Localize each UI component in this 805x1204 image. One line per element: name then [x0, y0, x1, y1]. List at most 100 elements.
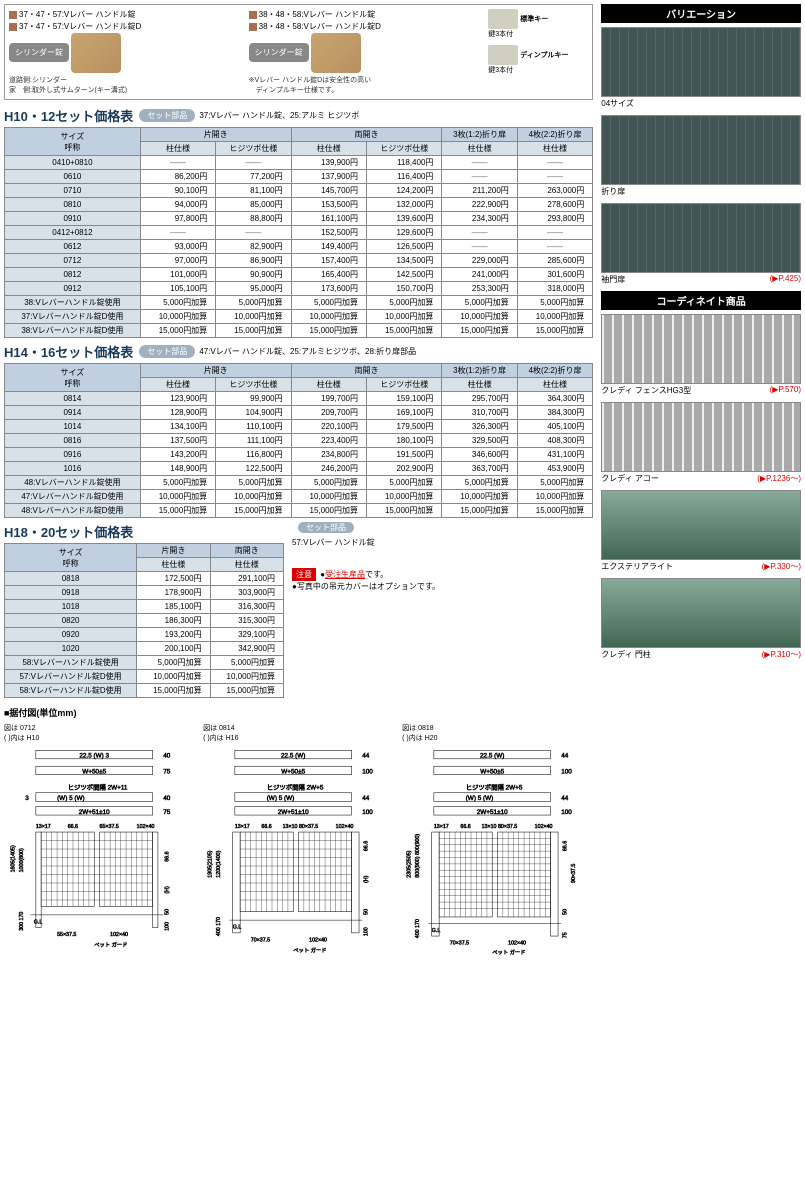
side-item: 04サイズ — [601, 27, 801, 109]
price-cell: 152,500円 — [291, 226, 366, 240]
price-cell: 5,000円加算 — [137, 656, 210, 670]
price-cell: 142,500円 — [367, 268, 442, 282]
svg-text:40: 40 — [163, 795, 171, 802]
lock-left: 37・47・57:Vレバー ハンドル錠 37・47・57:Vレバー ハンドル錠D… — [9, 9, 245, 95]
price-cell: 150,700円 — [367, 282, 442, 296]
price-cell: 329,100円 — [210, 628, 283, 642]
handle-image-2 — [311, 33, 361, 73]
svg-text:50: 50 — [563, 909, 569, 915]
price-cell: 246,200円 — [291, 462, 366, 476]
price-cell: 94,000円 — [140, 198, 215, 212]
price-cell: 118,400円 — [367, 156, 442, 170]
side-item: エクステリアライト(▶P.330〜) — [601, 490, 801, 572]
size-cell: 0712 — [5, 254, 141, 268]
price-cell: 326,300円 — [442, 420, 517, 434]
size-cell: 38:Vレバーハンドル錠使用 — [5, 296, 141, 310]
price-cell: 453,900円 — [517, 462, 592, 476]
svg-text:2305(2505): 2305(2505) — [407, 850, 413, 877]
svg-text:G.L: G.L — [233, 925, 242, 931]
price-cell: 139,900円 — [291, 156, 366, 170]
price-cell: 342,900円 — [210, 642, 283, 656]
price-cell: 88,800円 — [216, 212, 291, 226]
price-table-h10-12: サイズ 呼称片開き両開き3枚(1:2)折り扉4枚(2:2)折り扉柱仕様ヒジツボ仕… — [4, 127, 593, 338]
page-link[interactable]: (▶P.310〜) — [762, 649, 801, 660]
size-cell: 1020 — [5, 642, 137, 656]
lock-left-l1: 37・47・57:Vレバー ハンドル錠 — [19, 10, 135, 19]
price-cell: 318,000円 — [517, 282, 592, 296]
price-cell: 222,900円 — [442, 198, 517, 212]
svg-text:(H): (H) — [165, 886, 171, 894]
price-cell: 241,000円 — [442, 268, 517, 282]
price-cell: 143,200円 — [140, 448, 215, 462]
lock-right-l2: 38・48・58:Vレバー ハンドル錠D — [259, 22, 381, 31]
price-cell: 139,600円 — [367, 212, 442, 226]
price-cell: 5,000円加算 — [517, 296, 592, 310]
price-cell: 310,700円 — [442, 406, 517, 420]
size-cell: 38:Vレバーハンドル錠D使用 — [5, 324, 141, 338]
diagram-0712: 図は 0712 ( )内は H10 22.5 (W) 3 40 W+50±575… — [4, 723, 195, 959]
svg-text:100: 100 — [362, 769, 373, 776]
price-cell: 5,000円加算 — [216, 296, 291, 310]
svg-text:75: 75 — [563, 932, 569, 938]
price-cell: 116,800円 — [216, 448, 291, 462]
price-cell: 90,900円 — [216, 268, 291, 282]
price-cell: 384,300円 — [517, 406, 592, 420]
price-cell: 211,200円 — [442, 184, 517, 198]
svg-text:W+50±5: W+50±5 — [281, 769, 305, 776]
price-cell: 10,000円加算 — [210, 670, 283, 684]
svg-text:102×40: 102×40 — [535, 824, 553, 830]
price-cell: 5,000円加算 — [291, 296, 366, 310]
svg-text:G.L: G.L — [432, 928, 441, 934]
price-cell: —— — [517, 240, 592, 254]
price-cell: 15,000円加算 — [210, 684, 283, 698]
price-cell: 85,000円 — [216, 198, 291, 212]
table2-title: H14・16セット価格表 — [4, 342, 133, 361]
svg-text:800(900) 800(900): 800(900) 800(900) — [415, 834, 421, 878]
price-cell: —— — [140, 156, 215, 170]
side-item: クレディ 門柱(▶P.310〜) — [601, 578, 801, 660]
handle-image — [71, 33, 121, 73]
page-link[interactable]: (▶P.1236〜) — [757, 473, 801, 484]
price-cell: 15,000円加算 — [137, 684, 210, 698]
lock-right: 38・48・58:Vレバー ハンドル錠 38・48・58:Vレバー ハンドル錠D… — [249, 9, 485, 95]
price-cell: 97,000円 — [140, 254, 215, 268]
svg-text:(H): (H) — [364, 875, 370, 883]
page-link[interactable]: (▶P.330〜) — [762, 561, 801, 572]
price-cell: 116,400円 — [367, 170, 442, 184]
svg-text:40: 40 — [163, 753, 171, 760]
size-cell: 48:Vレバーハンドル錠使用 — [5, 476, 141, 490]
price-cell: 363,700円 — [442, 462, 517, 476]
price-cell: 15,000円加算 — [140, 324, 215, 338]
price-cell: 10,000円加算 — [367, 310, 442, 324]
price-cell: 82,900円 — [216, 240, 291, 254]
price-cell: 15,000円加算 — [517, 504, 592, 518]
price-cell: —— — [140, 226, 215, 240]
diagram-title: ■据付図(単位mm) — [4, 706, 593, 719]
lock-right-note: ※Vレバー ハンドル錠Dは安全性の高い ディンプルキー仕様です。 — [249, 75, 485, 95]
svg-text:13×17: 13×17 — [235, 824, 250, 830]
page-link[interactable]: (▶P.425) — [770, 274, 801, 285]
key-info: 標準キー鍵3本付 ディンプルキー鍵3本付 — [488, 9, 588, 95]
price-cell: 15,000円加算 — [291, 504, 366, 518]
price-cell: 5,000円加算 — [367, 296, 442, 310]
svg-text:2W+51±10: 2W+51±10 — [477, 809, 508, 816]
product-image — [601, 203, 801, 273]
svg-text:ペット ガード: ペット ガード — [492, 948, 525, 956]
size-cell: 0710 — [5, 184, 141, 198]
option-note: ●写真中の吊元カバーはオプションです。 — [292, 581, 593, 592]
price-cell: 408,300円 — [517, 434, 592, 448]
set-parts-pill: セット部品 — [139, 109, 195, 122]
size-cell: 0910 — [5, 212, 141, 226]
price-cell: —— — [517, 156, 592, 170]
price-cell: 364,300円 — [517, 392, 592, 406]
svg-text:22.5 (W): 22.5 (W) — [480, 753, 504, 760]
price-cell: 15,000円加算 — [216, 504, 291, 518]
price-cell: 10,000円加算 — [291, 490, 366, 504]
svg-text:44: 44 — [561, 753, 569, 760]
table1-title: H10・12セット価格表 — [4, 106, 133, 125]
price-table-h18-20: サイズ 呼称片開き両開き柱仕様柱仕様0818172,500円291,100円09… — [4, 543, 284, 698]
price-cell: 93,000円 — [140, 240, 215, 254]
price-cell: 186,300円 — [137, 614, 210, 628]
price-cell: 15,000円加算 — [291, 324, 366, 338]
page-link[interactable]: (▶P.570) — [770, 385, 801, 396]
